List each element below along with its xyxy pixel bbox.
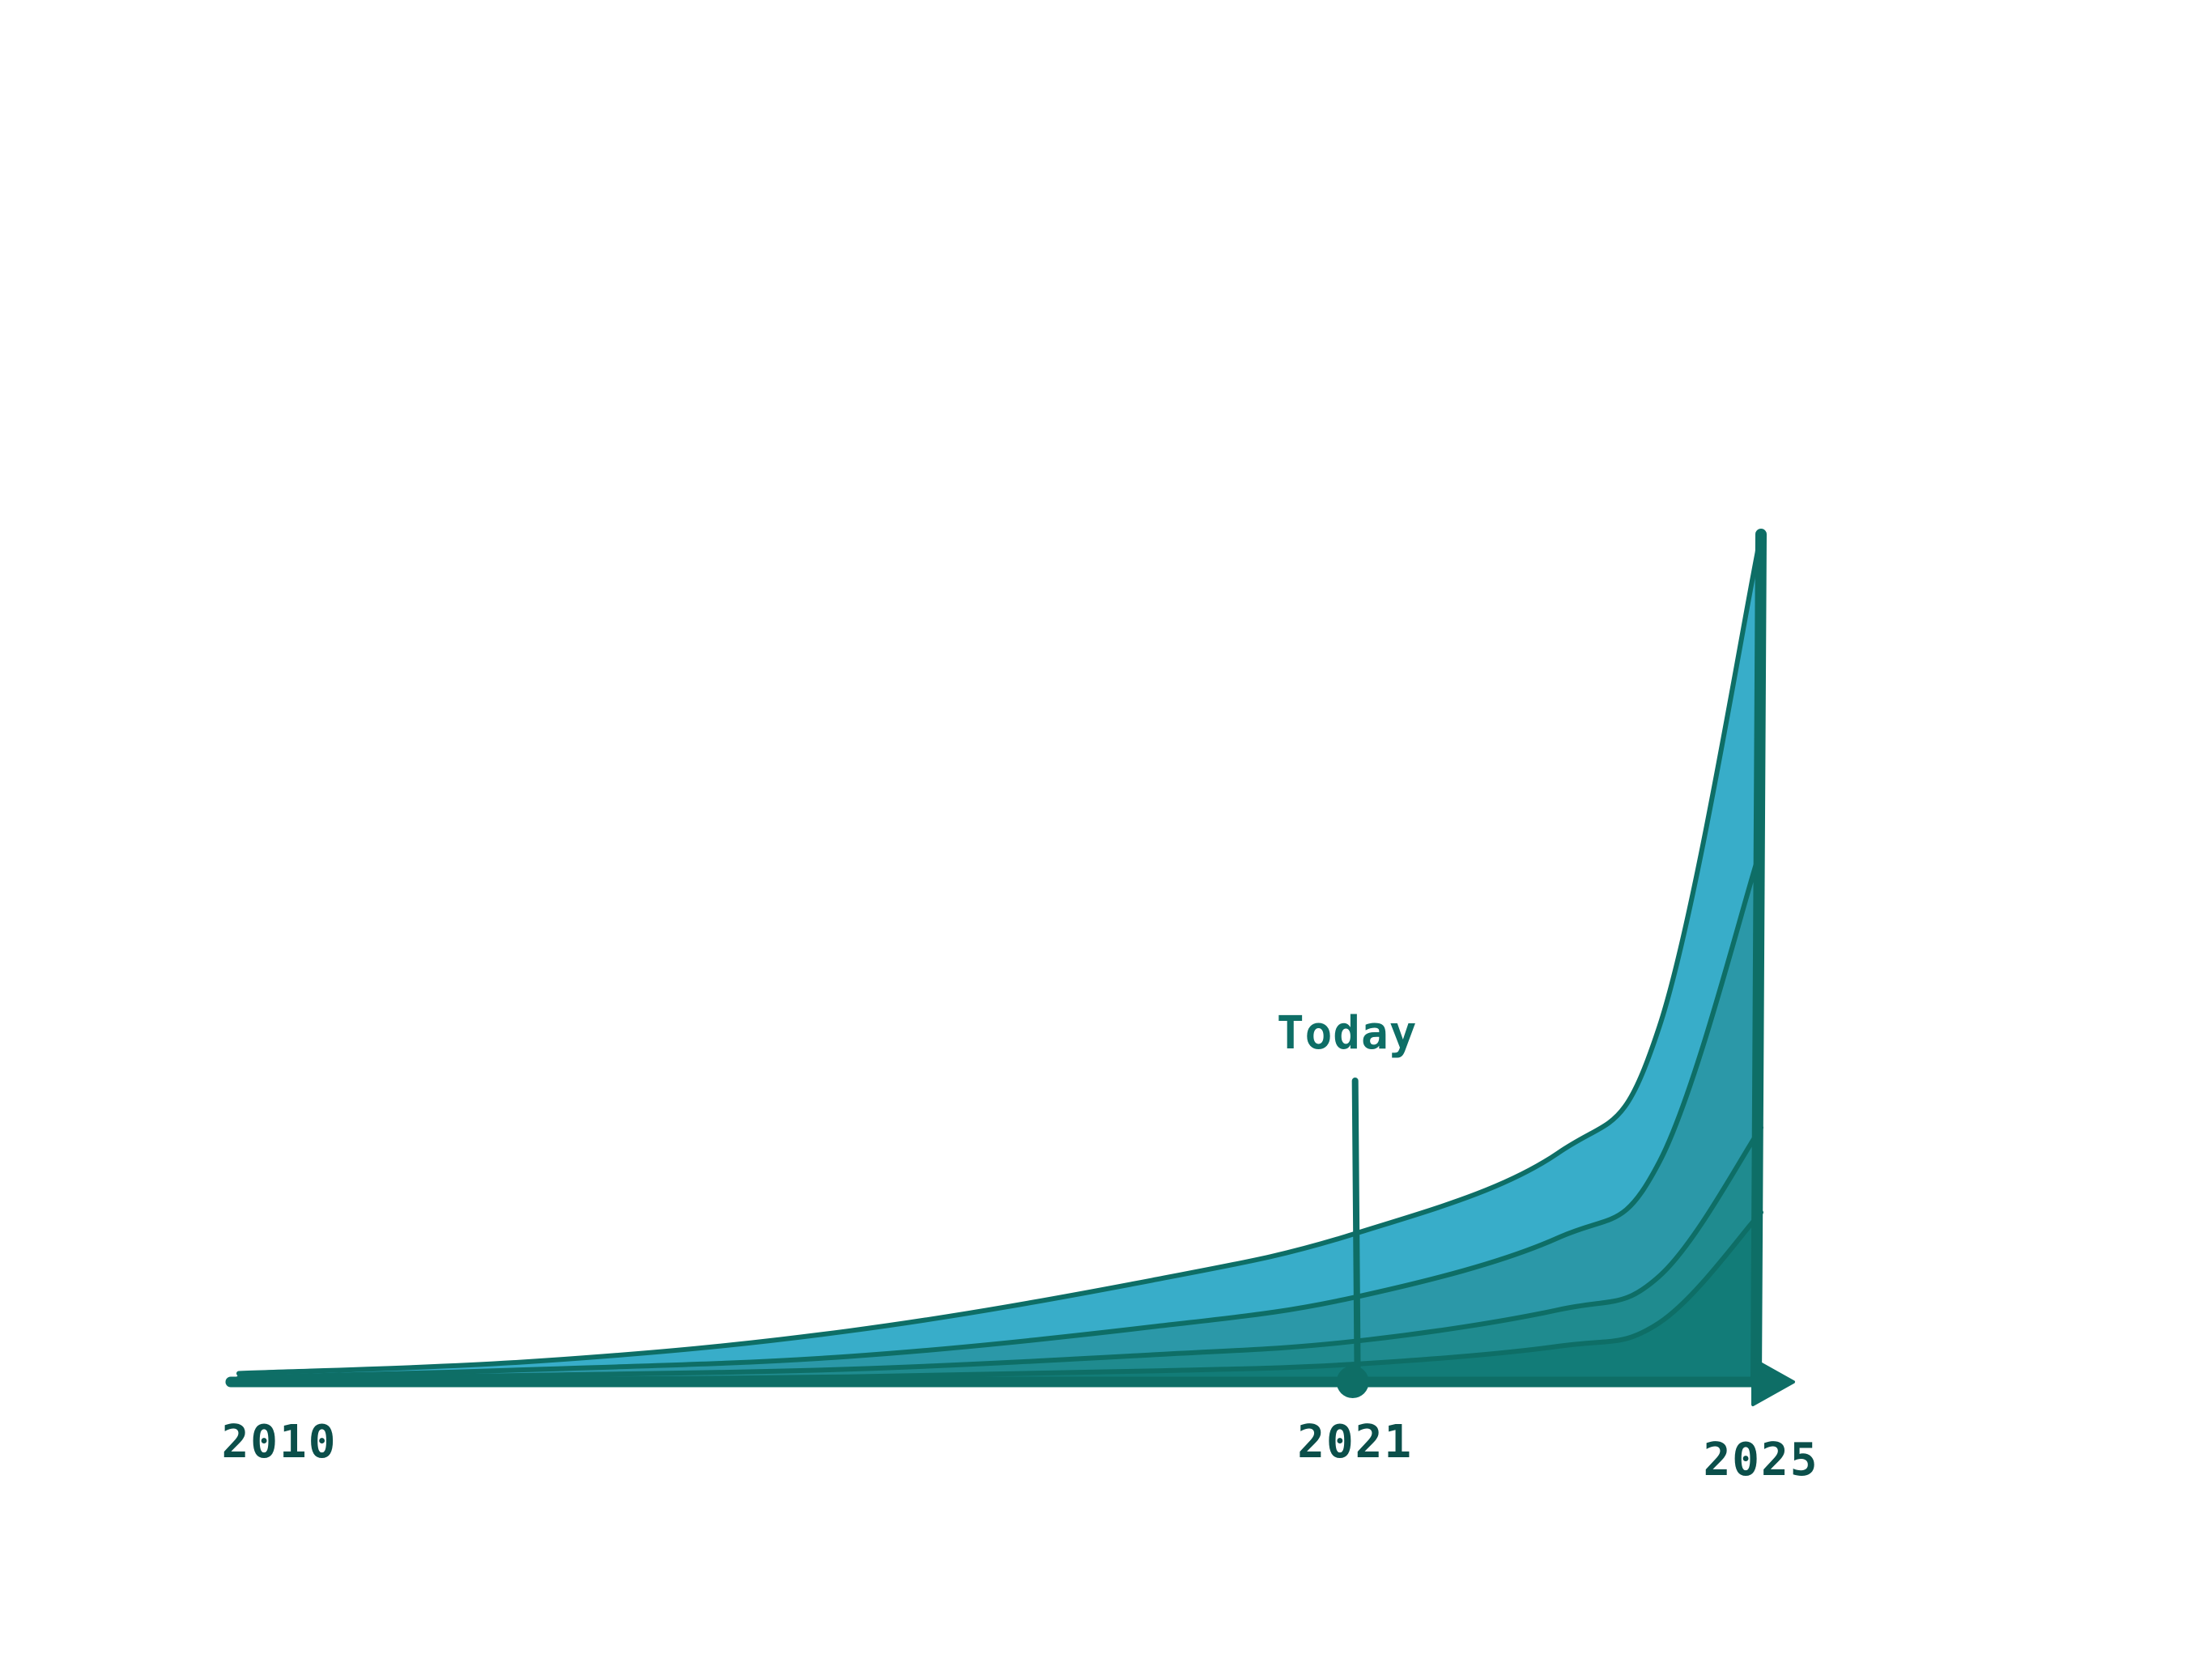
x-tick-label-2010: 2010 <box>222 1416 338 1469</box>
tick-label-layer: 2010 2021 2025 <box>222 1416 1819 1486</box>
series-line-2 <box>236 845 1763 1380</box>
x-axis <box>225 1358 1795 1406</box>
series-area-4 <box>239 1212 1761 1382</box>
annotation-layer: Today <box>1277 1007 1418 1398</box>
annotation-marker-line <box>1351 1078 1361 1385</box>
series-line-3 <box>236 1124 1763 1382</box>
area-layer <box>236 529 1767 1388</box>
annotation-marker-dot <box>1336 1366 1369 1398</box>
series-line-1 <box>236 532 1763 1376</box>
right-edge-line <box>1750 529 1767 1388</box>
x-tick-label-2025: 2025 <box>1704 1434 1819 1486</box>
x-axis-arrowhead <box>1751 1358 1795 1406</box>
annotation-label: Today <box>1277 1007 1418 1060</box>
series-area-2 <box>239 848 1761 1382</box>
x-tick-label-2021: 2021 <box>1297 1416 1413 1469</box>
